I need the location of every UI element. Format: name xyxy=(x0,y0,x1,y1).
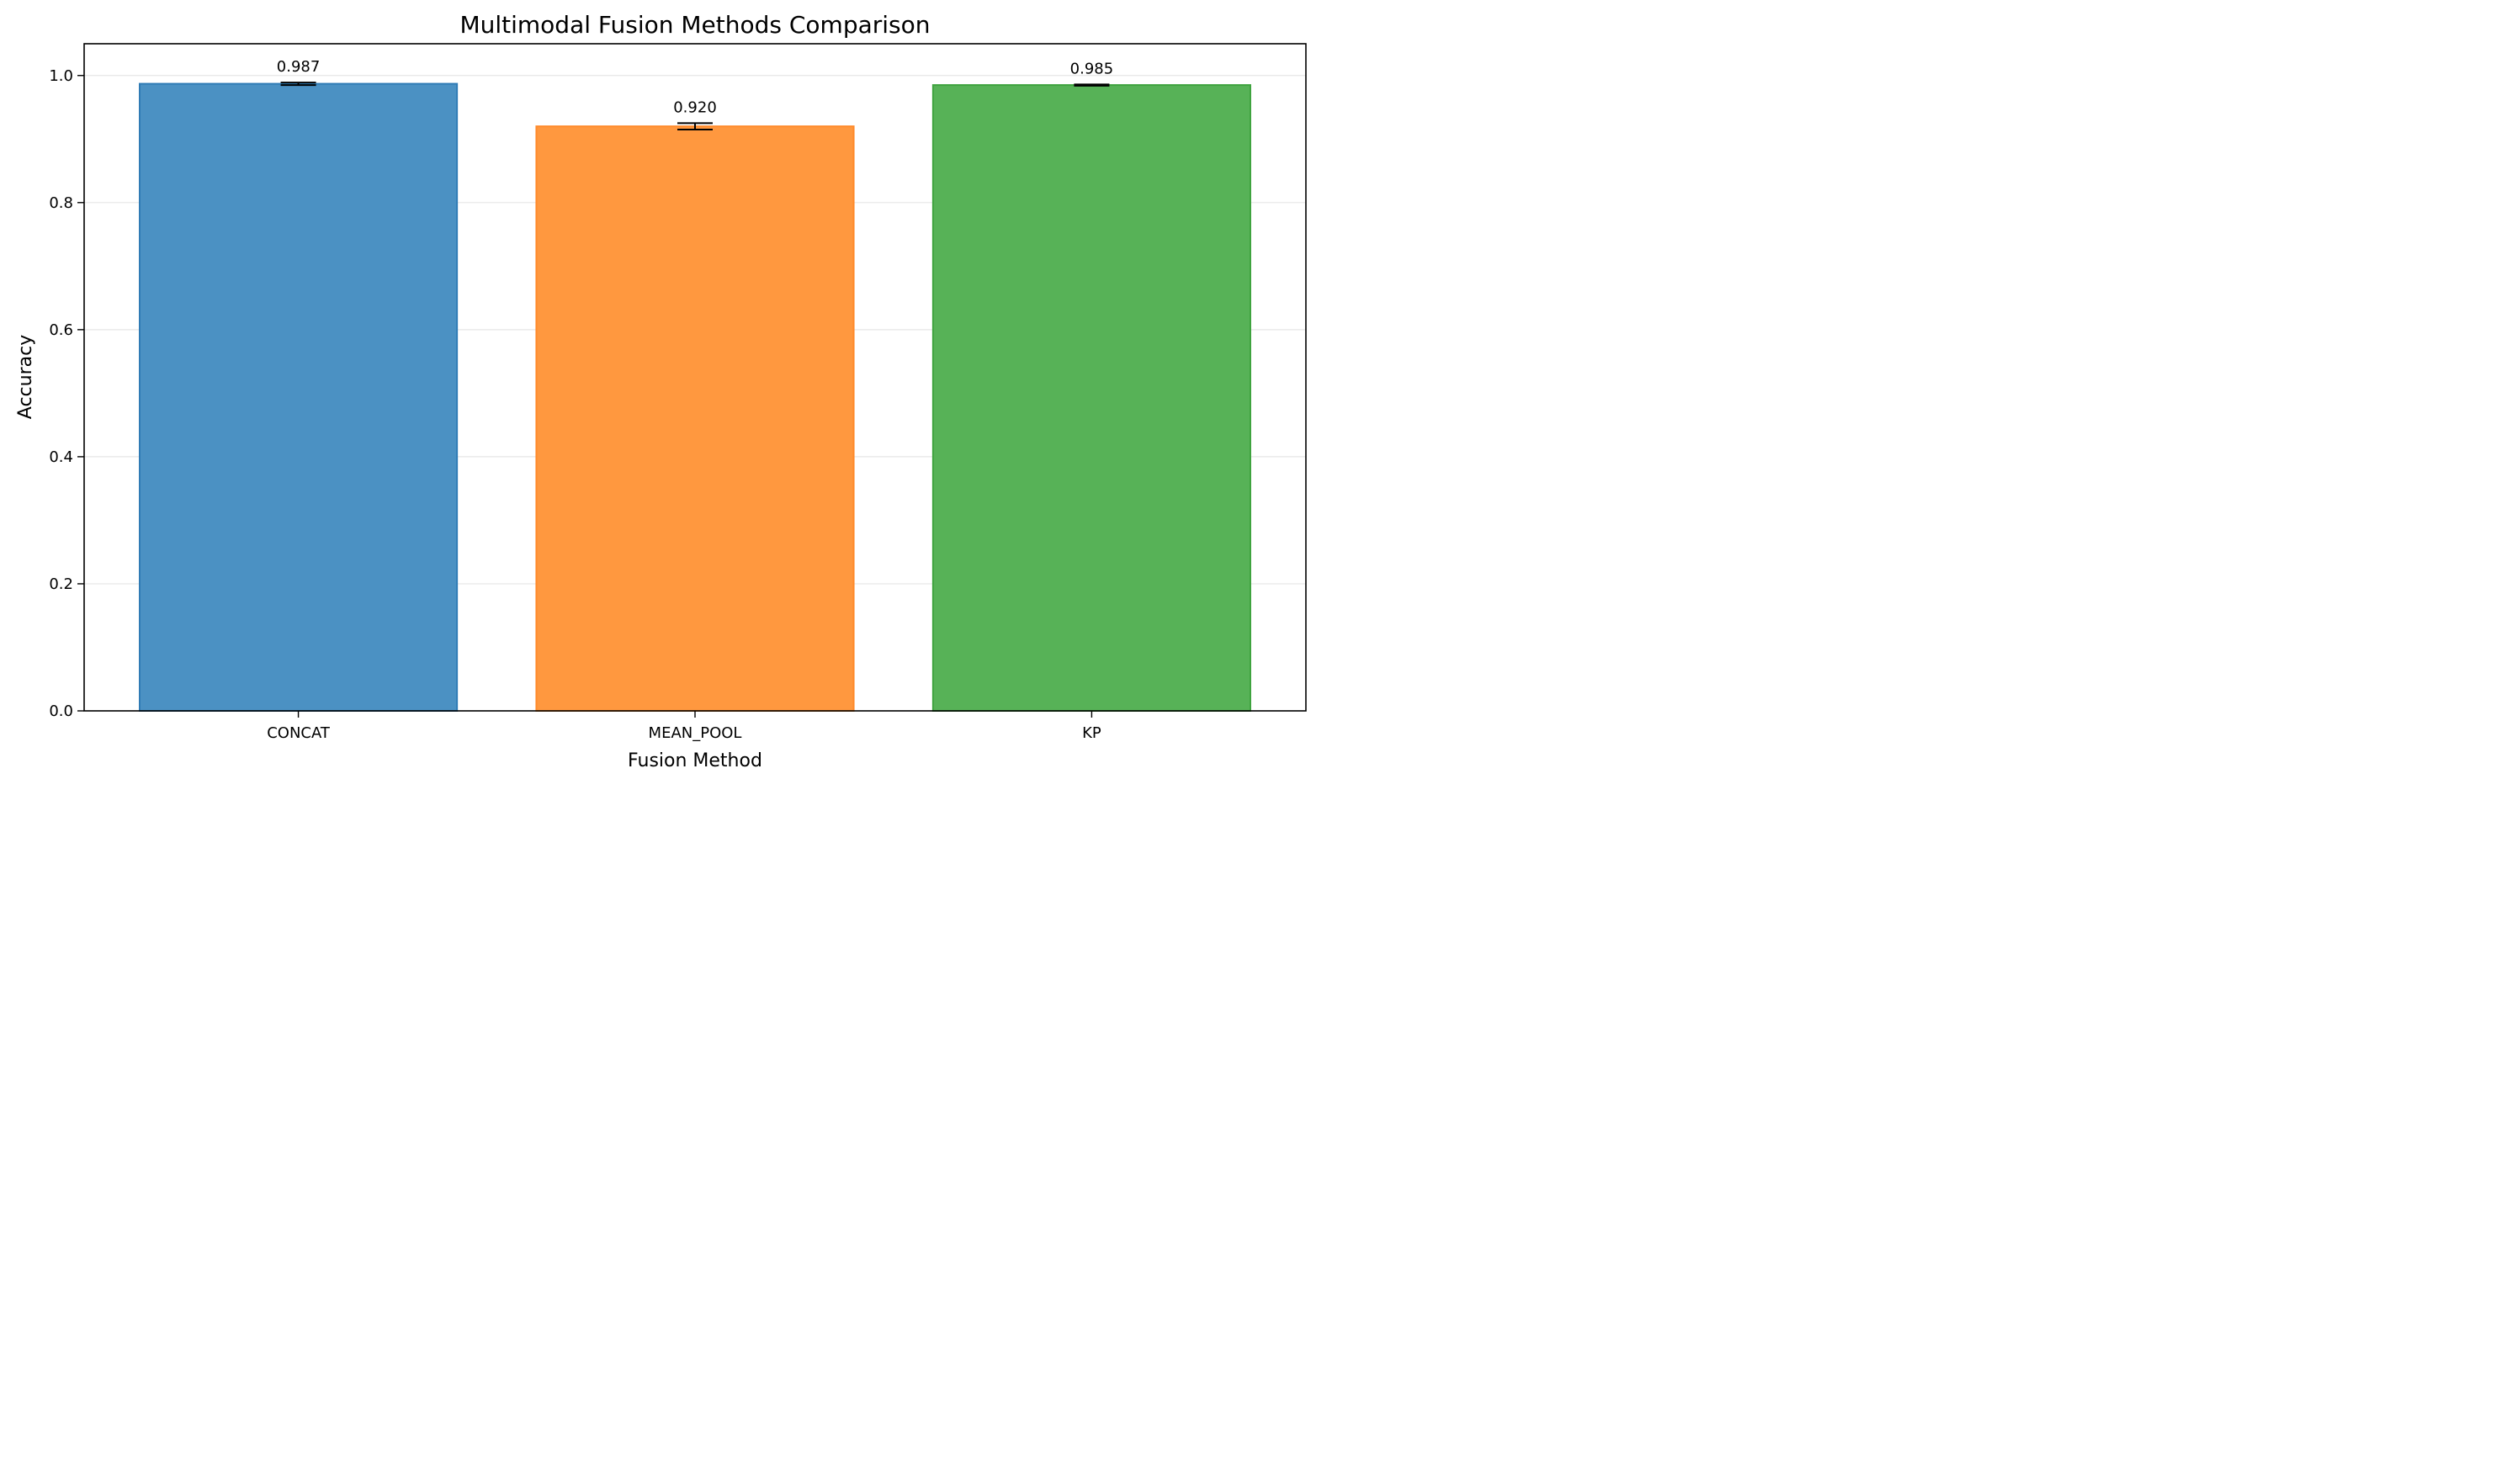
y-axis-ticks: 0.0 0.2 0.4 0.6 0.8 1.0 xyxy=(49,67,84,720)
error-bars xyxy=(280,82,1110,130)
x-tick-label: KP xyxy=(1082,724,1101,742)
y-tick-label: 0.6 xyxy=(49,321,73,339)
y-tick-label: 0.8 xyxy=(49,194,73,212)
data-label: 0.920 xyxy=(673,98,717,116)
y-tick-label: 0.4 xyxy=(49,448,73,466)
x-tick-label: CONCAT xyxy=(267,724,331,742)
x-axis-ticks: CONCAT MEAN_POOL KP xyxy=(267,711,1101,742)
data-label: 0.987 xyxy=(277,58,321,76)
x-axis-label: Fusion Method xyxy=(628,750,762,771)
data-label: 0.985 xyxy=(1070,60,1114,77)
x-tick-label: MEAN_POOL xyxy=(649,724,742,742)
bar-chart-svg: 0.987 0.920 0.985 0.0 0.2 0.4 0.6 0.8 1.0 CONCA… xyxy=(15,11,1307,771)
bars xyxy=(139,82,1252,713)
data-labels: 0.987 0.920 0.985 xyxy=(277,58,1113,116)
y-axis-label: Accuracy xyxy=(15,335,36,419)
y-tick-label: 1.0 xyxy=(49,67,73,85)
bar-kp xyxy=(931,84,1252,713)
bar-mean-pool xyxy=(535,125,855,712)
y-tick-label: 0.2 xyxy=(49,575,73,593)
bar-concat xyxy=(139,82,459,712)
y-tick-label: 0.0 xyxy=(49,702,73,720)
chart: 0.987 0.920 0.985 0.0 0.2 0.4 0.6 0.8 1.0 CONCA… xyxy=(0,0,1316,782)
chart-title: Multimodal Fusion Methods Comparison xyxy=(459,11,930,39)
